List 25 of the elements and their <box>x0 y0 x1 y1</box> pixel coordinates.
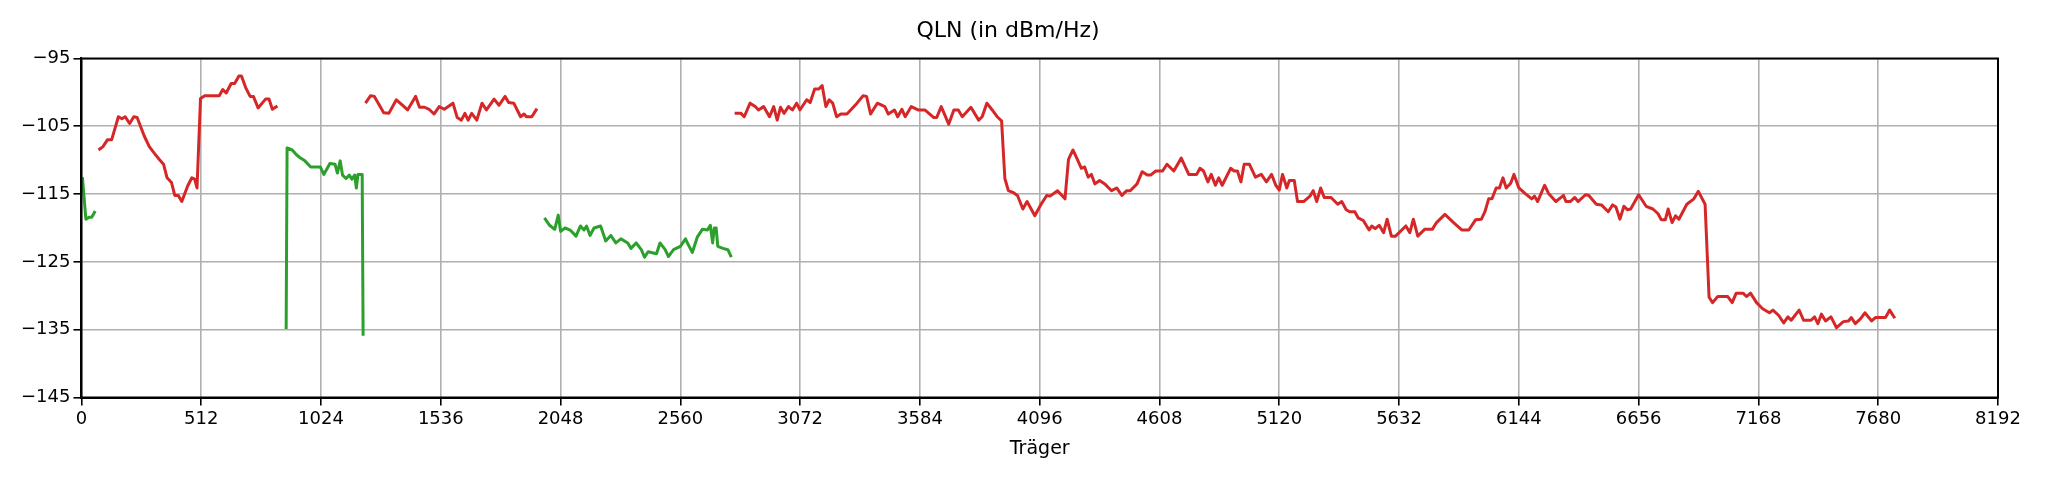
y-tick-label: −125 <box>20 249 71 271</box>
x-tick-label: 7680 <box>1855 407 1902 429</box>
x-tick-label: 0 <box>75 407 88 429</box>
y-tick-label: −115 <box>20 181 71 203</box>
x-tick-label: 3584 <box>897 407 943 429</box>
x-tick-label: 3072 <box>777 407 824 429</box>
x-tick-label: 6656 <box>1615 407 1662 429</box>
x-tick-label: 5632 <box>1376 407 1422 429</box>
x-tick-label: 4096 <box>1016 407 1063 429</box>
y-tick-label: −135 <box>20 317 71 339</box>
x-tick-label: 1024 <box>298 407 344 429</box>
x-tick-label: 5120 <box>1256 407 1303 429</box>
y-tick-label: −145 <box>20 385 71 407</box>
x-tick-label: 512 <box>184 407 219 429</box>
x-tick-label: 2560 <box>657 407 704 429</box>
x-tick-label: 1536 <box>417 407 464 429</box>
y-tick-label: −105 <box>20 113 71 135</box>
x-tick-label: 2048 <box>537 407 584 429</box>
chart-title: QLN (in dBm/Hz) <box>916 16 1100 42</box>
x-tick-label: 6144 <box>1495 407 1542 429</box>
x-axis-title: Träger <box>1008 435 1070 458</box>
x-tick-label: 7168 <box>1735 407 1782 429</box>
x-tick-label: 8192 <box>1975 407 2021 429</box>
y-tick-label: −95 <box>32 46 71 68</box>
x-tick-label: 4608 <box>1136 407 1183 429</box>
